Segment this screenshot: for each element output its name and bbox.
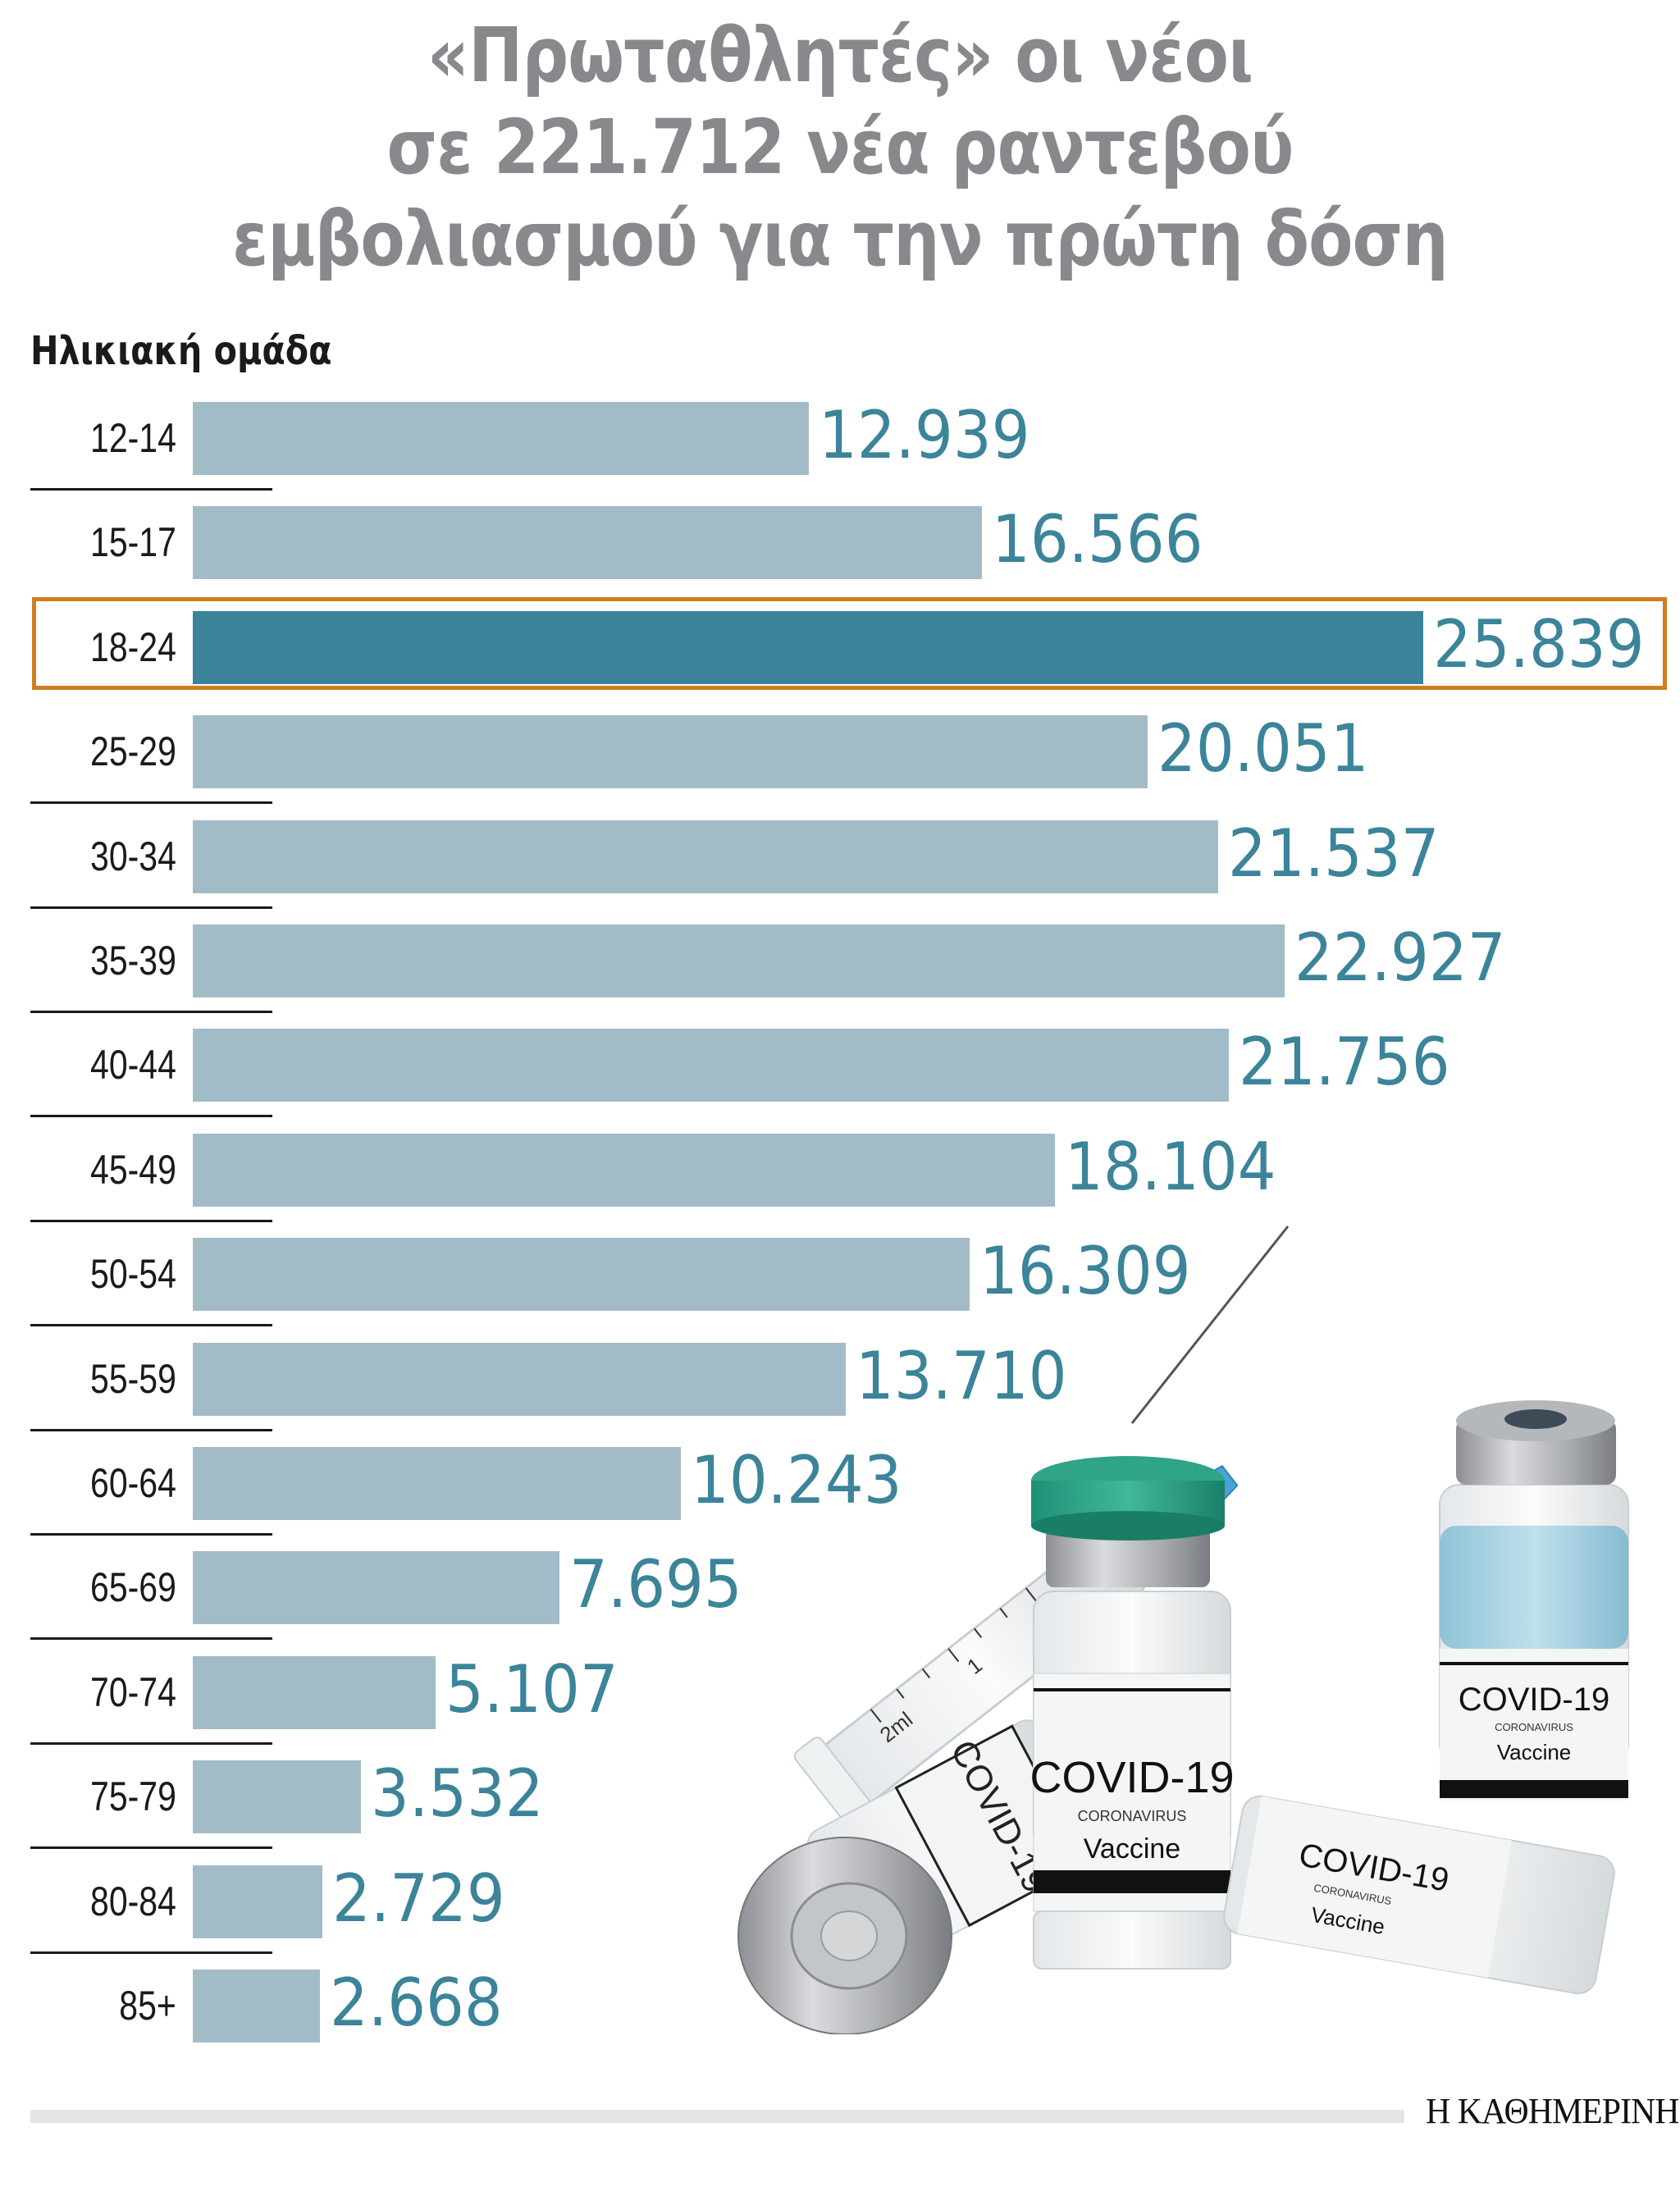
bar-row: 85+ 2.668 xyxy=(0,1966,1680,2043)
bar xyxy=(193,1133,1055,1207)
bar xyxy=(193,1238,970,1312)
svg-text:COVID-19: COVID-19 xyxy=(1459,1682,1610,1718)
title-line-1: «Πρωταθλητές» οι νέοι xyxy=(427,11,1253,99)
bar xyxy=(193,1551,559,1625)
lying-vial-cap-icon xyxy=(737,1837,952,2034)
value-label: 5.107 xyxy=(445,1650,619,1728)
category-label: 50-54 xyxy=(90,1251,176,1298)
value-label: 25.839 xyxy=(1433,605,1645,682)
bar-row: 80-84 2.729 xyxy=(0,1860,1680,1938)
category-label: 25-29 xyxy=(90,728,176,775)
needle-icon xyxy=(1130,1226,1290,1424)
svg-text:CORONAVIRUS: CORONAVIRUS xyxy=(1495,1721,1573,1733)
category-label: 30-34 xyxy=(90,833,176,879)
bar xyxy=(193,715,1148,789)
value-label: 16.566 xyxy=(992,501,1203,578)
bar-row: 60-64 10.243 xyxy=(0,1442,1680,1520)
bar xyxy=(193,506,982,580)
value-label: 2.729 xyxy=(332,1860,505,1937)
value-label: 7.695 xyxy=(569,1546,742,1623)
category-label: 70-74 xyxy=(90,1668,176,1715)
row-separator xyxy=(30,1637,272,1641)
value-label: 12.939 xyxy=(819,397,1030,473)
row-separator xyxy=(30,906,272,909)
value-label: 22.927 xyxy=(1294,920,1506,996)
chart-title: «Πρωταθλητές» οι νέοι σε 221.712 νέα ραν… xyxy=(117,10,1562,285)
row-separator xyxy=(30,1951,272,1954)
bar-row: 25-29 20.051 xyxy=(0,710,1680,789)
value-label: 10.243 xyxy=(691,1442,902,1518)
title-line-2: σε 221.712 νέα ραντεβού xyxy=(386,103,1294,191)
bar xyxy=(193,1865,322,1938)
bar xyxy=(193,1760,361,1834)
category-label: 40-44 xyxy=(90,1042,176,1089)
value-label: 21.756 xyxy=(1239,1024,1450,1101)
bar xyxy=(193,1342,846,1416)
bar xyxy=(193,819,1218,893)
bar-row: 50-54 16.309 xyxy=(0,1233,1680,1312)
value-label: 20.051 xyxy=(1157,710,1369,787)
row-separator xyxy=(30,1011,272,1013)
bar-row: 65-69 7.695 xyxy=(0,1546,1680,1625)
category-label: 15-17 xyxy=(90,519,176,566)
value-label: 3.532 xyxy=(371,1755,544,1833)
row-separator xyxy=(30,1533,272,1536)
publisher-logo: Η ΚΑΘΗΜΕΡΙΝΗ xyxy=(1426,2091,1679,2131)
svg-text:COVID-19: COVID-19 xyxy=(1029,1753,1234,1802)
y-axis-label: Ηλικιακή ομάδα xyxy=(30,328,332,374)
category-label: 45-49 xyxy=(90,1146,176,1193)
row-separator xyxy=(30,1115,272,1118)
value-label: 16.309 xyxy=(979,1233,1191,1310)
category-label: 18-24 xyxy=(90,623,176,670)
title-line-3: εμβολιασμού για την πρώτη δόση xyxy=(232,195,1449,283)
value-label: 13.710 xyxy=(856,1337,1067,1414)
bar-row: 12-14 12.939 xyxy=(0,397,1680,475)
row-separator xyxy=(30,1428,272,1431)
bar-row: 30-34 21.537 xyxy=(0,815,1680,893)
row-separator xyxy=(30,1741,272,1745)
category-label: 80-84 xyxy=(90,1878,176,1924)
row-separator xyxy=(30,1219,272,1222)
bar-row: 75-79 3.532 xyxy=(0,1755,1680,1834)
bar-row: 45-49 18.104 xyxy=(0,1130,1680,1207)
row-separator xyxy=(30,801,272,805)
category-label: 85+ xyxy=(119,1983,176,2029)
bar xyxy=(193,1655,436,1729)
bar-row: 40-44 21.756 xyxy=(0,1025,1680,1102)
category-label: 65-69 xyxy=(90,1564,176,1611)
lying-vial-right-icon: COVID-19 CORONAVIRUS Vaccine xyxy=(1223,1795,1615,1995)
row-separator xyxy=(30,1324,272,1327)
bar-row: 15-17 16.566 xyxy=(0,501,1680,580)
bar-row: 18-24 25.839 xyxy=(0,605,1680,684)
highlight-box xyxy=(32,597,1667,690)
value-label: 21.537 xyxy=(1228,815,1440,892)
category-label: 55-59 xyxy=(90,1355,176,1402)
bar xyxy=(193,1029,1229,1102)
bar-row: 35-39 22.927 xyxy=(0,920,1680,997)
footer-rule xyxy=(30,2110,1404,2123)
svg-text:Vaccine: Vaccine xyxy=(1497,1740,1572,1764)
bar xyxy=(193,1970,320,2043)
svg-text:Vaccine: Vaccine xyxy=(1084,1833,1180,1865)
bar xyxy=(193,610,1423,684)
bar xyxy=(193,1447,681,1520)
bar-row: 55-59 13.710 xyxy=(0,1337,1680,1416)
category-label: 60-64 xyxy=(90,1460,176,1506)
category-label: 75-79 xyxy=(90,1773,176,1820)
bar xyxy=(193,402,809,475)
bar xyxy=(193,924,1285,997)
bar-row: 70-74 5.107 xyxy=(0,1650,1680,1729)
row-separator xyxy=(30,488,272,491)
value-label: 18.104 xyxy=(1065,1128,1276,1205)
row-separator xyxy=(30,1846,272,1850)
value-label: 2.668 xyxy=(330,1965,503,2041)
category-label: 12-14 xyxy=(90,415,176,461)
vaccine-illustration: 1 2ml COVID-19 COVID-19 CORONAVIRUS Vacc… xyxy=(737,1226,1629,2034)
category-label: 35-39 xyxy=(90,938,176,984)
standing-vial-blue-icon: COVID-19 CORONAVIRUS Vaccine xyxy=(1439,1400,1629,1801)
standing-vial-green-icon: COVID-19 CORONAVIRUS Vaccine xyxy=(1029,1456,1235,1970)
svg-text:CORONAVIRUS: CORONAVIRUS xyxy=(1078,1808,1187,1824)
